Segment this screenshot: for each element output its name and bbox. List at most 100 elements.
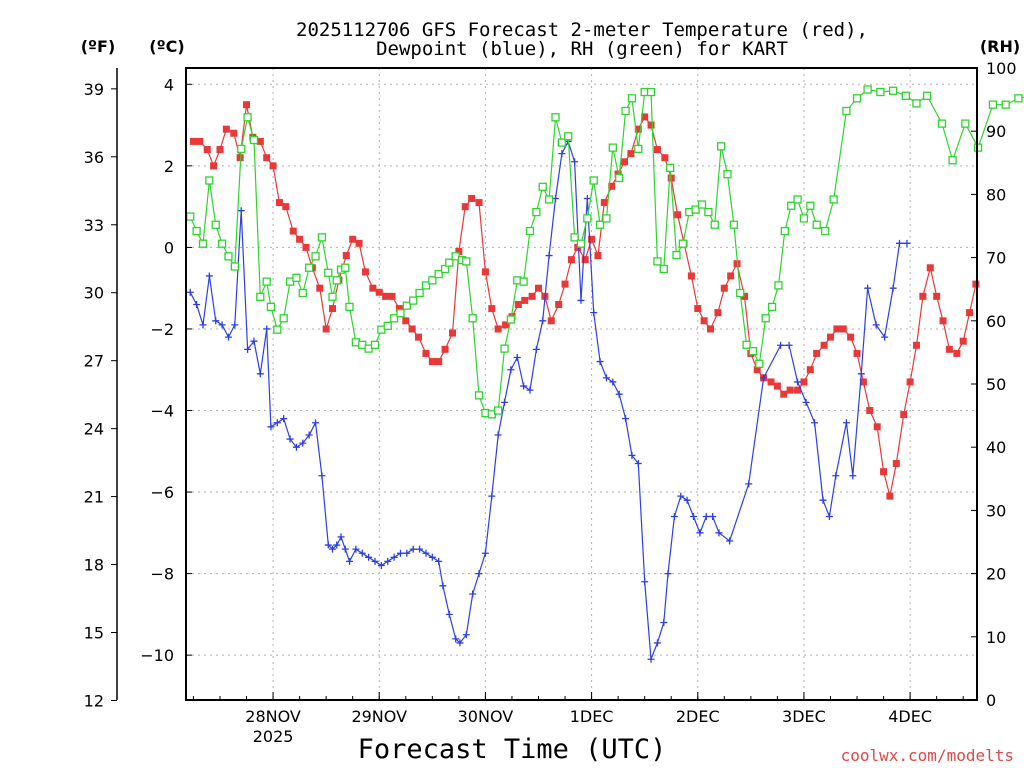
- dewpoint-point: [709, 513, 717, 521]
- relative-humidity-point: [646, 87, 656, 97]
- 2-meter-temperature-point: [296, 235, 304, 243]
- dewpoint-point: [683, 496, 691, 504]
- dewpoint-point: [377, 561, 385, 569]
- relative-humidity-point: [761, 314, 770, 323]
- dewpoint-point: [337, 533, 345, 541]
- 2-meter-temperature-point: [561, 280, 569, 288]
- relative-humidity-point: [767, 302, 777, 312]
- dewpoint-point: [849, 472, 857, 480]
- relative-humidity-point: [211, 220, 220, 229]
- fahrenheit-tick-label: 39: [84, 80, 104, 99]
- relative-humidity-point: [634, 144, 643, 154]
- fahrenheit-tick-label: 21: [84, 488, 104, 507]
- 2-meter-temperature-point: [388, 292, 396, 300]
- relative-humidity-point: [723, 170, 732, 179]
- relative-humidity-point: [937, 119, 947, 128]
- 2-meter-temperature-point: [880, 468, 888, 476]
- dewpoint-point: [341, 545, 349, 553]
- credit-link[interactable]: coolwx.com/modelts: [841, 746, 1014, 765]
- 2-meter-temperature-point: [608, 182, 616, 190]
- fahrenheit-tick-label: 15: [84, 623, 104, 642]
- rh-tick-label: 90: [986, 122, 1006, 141]
- 2-meter-temperature-point: [514, 300, 522, 308]
- relative-humidity-point: [292, 273, 301, 282]
- 2-meter-temperature-point: [700, 317, 708, 325]
- 2-meter-temperature-point: [282, 203, 290, 211]
- relative-humidity-point: [262, 277, 271, 286]
- time-tick-label: 29NOV: [351, 707, 407, 726]
- dewpoint-point: [539, 317, 547, 325]
- relative-humidity-point: [428, 276, 437, 285]
- dewpoint-point: [250, 337, 258, 345]
- dewpoint-point: [615, 390, 623, 398]
- 2-meter-temperature-point: [634, 125, 642, 133]
- 2-meter-temperature-point: [322, 325, 330, 333]
- 2-meter-temperature-point: [800, 378, 808, 386]
- relative-humidity-point: [988, 100, 998, 109]
- 2-meter-temperature-point: [502, 321, 510, 329]
- dewpoint-point: [583, 194, 591, 202]
- dewpoint-point: [333, 541, 341, 549]
- relative-humidity-point: [311, 252, 320, 261]
- relative-humidity-point: [755, 359, 764, 368]
- relative-humidity-point: [852, 94, 862, 103]
- dewpoint-point: [224, 333, 232, 341]
- 2-meter-temperature-point: [230, 129, 238, 137]
- dewpoint-point: [696, 529, 704, 537]
- 2-meter-temperature-point: [641, 113, 649, 121]
- time-tick-label: 2DEC: [676, 707, 720, 726]
- dewpoint-point: [365, 553, 373, 561]
- dewpoint-point: [292, 443, 300, 451]
- relative-humidity-point: [519, 277, 528, 286]
- dewpoint-point: [371, 557, 379, 565]
- relative-humidity-point: [266, 302, 276, 312]
- relative-humidity-point: [595, 220, 605, 229]
- celsius-tick-label: 2: [164, 157, 174, 176]
- 2-meter-temperature-point: [189, 137, 197, 145]
- 2-meter-temperature-point: [395, 305, 403, 313]
- dewpoint-point: [501, 398, 509, 406]
- relative-humidity-point: [564, 132, 573, 141]
- relative-humidity-point: [198, 239, 208, 248]
- dewpoint-point: [218, 321, 226, 329]
- 2-meter-temperature-point: [674, 211, 682, 219]
- fahrenheit-tick-label: 33: [84, 216, 104, 235]
- 2-meter-temperature-point: [402, 317, 410, 325]
- rh-tick-label: 80: [986, 185, 1006, 204]
- dewpoint-point: [256, 370, 264, 378]
- dewpoint-point: [299, 439, 307, 447]
- rh-unit-label: (RH): [980, 37, 1020, 56]
- relative-humidity-point: [462, 257, 471, 266]
- dewpoint-point: [726, 537, 734, 545]
- relative-humidity-point: [583, 214, 592, 223]
- relative-humidity-point: [570, 233, 579, 242]
- dewpoint-point: [596, 358, 604, 366]
- relative-humidity-point: [243, 113, 252, 122]
- dewpoint-point: [777, 341, 785, 349]
- dewpoint-line: [189, 139, 907, 660]
- celsius-tick-label: 0: [164, 238, 174, 257]
- 2-meter-temperature-point: [382, 292, 390, 300]
- relative-humidity-point: [345, 302, 354, 312]
- 2-meter-temperature-point: [521, 296, 529, 304]
- fahrenheit-tick-label: 12: [84, 691, 104, 710]
- 2-meter-temperature-point: [647, 121, 655, 129]
- dewpoint-point: [571, 158, 579, 166]
- dewpoint-point: [390, 553, 398, 561]
- relative-humidity-point: [1001, 100, 1010, 109]
- chart-title: 2025112706 GFS Forecast 2-meter Temperat…: [296, 19, 868, 41]
- dewpoint-point: [324, 541, 332, 549]
- dewpoint-point: [602, 374, 610, 382]
- relative-humidity-point: [551, 113, 560, 122]
- relative-humidity-point: [863, 85, 872, 94]
- dewpoint-point: [305, 431, 313, 439]
- dewpoint-point: [462, 631, 470, 639]
- dewpoint-point: [352, 545, 360, 553]
- relative-humidity-point: [787, 201, 796, 210]
- relative-humidity-point: [256, 292, 265, 301]
- dewpoint-point: [526, 386, 534, 394]
- 2-meter-temperature-point: [263, 154, 271, 162]
- 2-meter-temperature-point: [892, 460, 900, 468]
